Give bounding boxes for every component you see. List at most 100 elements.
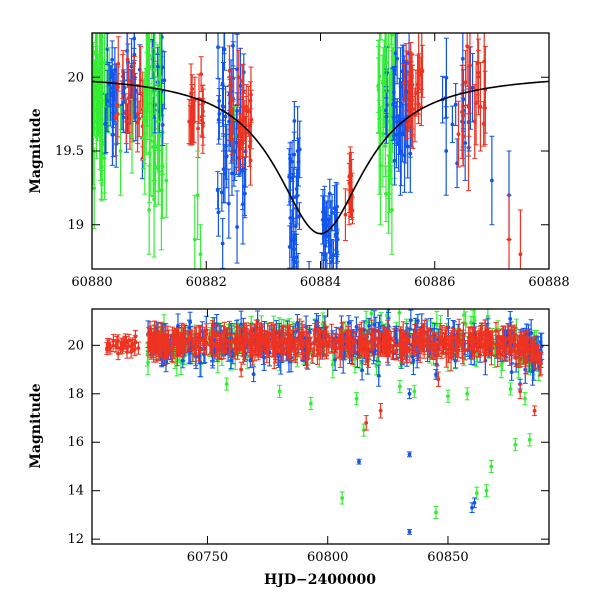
top-blue-point-marker: [235, 67, 240, 72]
top-blue-point-marker: [217, 98, 221, 103]
top-blue-point: [287, 142, 293, 175]
top-blue-point: [112, 47, 118, 93]
top-blue-point-marker: [288, 156, 292, 161]
bottom-red-point: [106, 338, 112, 352]
top-blue-point-marker: [320, 218, 325, 222]
bottom-red-point-marker: [120, 345, 125, 350]
top-green-point-marker: [92, 97, 96, 102]
top-green-point: [389, 165, 395, 255]
top-red-point: [115, 84, 121, 145]
bottom-blue-point: [251, 366, 257, 383]
top-blue-point-marker: [132, 97, 137, 102]
top-blue-point-marker: [235, 225, 239, 229]
top-blue-point-marker: [290, 237, 294, 242]
top-green-point-marker: [102, 60, 107, 65]
bottom-blue-point-marker: [410, 354, 415, 359]
top-green-point: [152, 33, 158, 115]
top-blue-point-marker: [295, 149, 300, 153]
bottom-green-point-marker: [472, 318, 477, 323]
top-red-point-marker: [120, 74, 125, 79]
bottom-green-point-marker: [146, 360, 150, 365]
top-blue-point: [489, 135, 495, 226]
top-y-axis-label: Magnitude: [28, 108, 44, 193]
top-green-point: [198, 224, 204, 269]
top-blue-point: [323, 202, 329, 248]
top-red-point: [416, 33, 422, 115]
bottom-green-point-marker: [369, 311, 374, 316]
top-red-point-marker: [125, 57, 130, 62]
top-blue-point-marker: [108, 91, 113, 95]
top-blue-point-marker: [392, 158, 397, 163]
bottom-blue-point: [410, 349, 416, 364]
bottom-red-point-marker: [107, 342, 112, 347]
top-axes: 60880 60882 60884 60886 60888 19 19.5 20: [55, 33, 570, 290]
top-blue-point-marker: [327, 191, 332, 196]
top-red-point-marker: [113, 115, 118, 120]
top-blue-point-marker: [224, 154, 229, 159]
top-green-point-marker: [383, 144, 388, 149]
top-red-point-marker: [402, 81, 407, 86]
top-x-tick-label: 60886: [414, 275, 455, 290]
top-blue-point: [234, 33, 240, 105]
top-red-point-marker: [419, 67, 424, 72]
top-green-point-marker: [152, 67, 157, 72]
top-blue-point: [319, 252, 325, 269]
top-blue-point-marker: [104, 121, 108, 126]
top-blue-point-marker: [330, 259, 334, 264]
top-red-point-marker: [241, 116, 246, 121]
top-blue-point-marker: [219, 190, 224, 195]
bottom-blue-point-marker: [415, 318, 420, 323]
bottom-red-point-marker: [104, 346, 109, 351]
bottom-red-point-marker: [132, 347, 137, 352]
bottom-plot-area: [104, 309, 545, 535]
top-blue-point-marker: [327, 243, 332, 247]
top-green-point-marker: [380, 81, 385, 85]
top-blue-point-marker: [226, 201, 231, 206]
top-green-point: [377, 106, 383, 226]
top-blue-point-marker: [111, 132, 116, 137]
top-blue-point: [449, 105, 455, 144]
top-blue-point: [220, 62, 226, 152]
top-blue-point-marker: [392, 101, 396, 105]
top-green-point: [102, 33, 108, 108]
top-blue-point: [132, 76, 138, 122]
top-blue-point-marker: [223, 114, 228, 119]
top-green-point-marker: [142, 119, 147, 124]
top-green-point-marker: [152, 13, 156, 17]
top-green-point-marker: [87, 57, 91, 61]
top-green-point-marker: [144, 67, 149, 72]
top-blue-point-marker: [384, 108, 388, 113]
bottom-green-point-marker: [462, 313, 466, 317]
top-panel: 60880 60882 60884 60886 60888 19 19.5 20 Magnit…: [28, 13, 570, 290]
top-green-point: [158, 33, 164, 122]
top-blue-point-marker: [444, 149, 449, 153]
top-red-point: [235, 120, 241, 171]
top-blue-point-marker: [231, 43, 235, 48]
top-blue-point-marker: [230, 171, 234, 176]
top-red-point-marker: [244, 104, 249, 109]
bottom-green-point-marker: [485, 314, 490, 319]
top-red-point: [415, 54, 421, 115]
bottom-red-point-marker: [126, 344, 130, 349]
top-blue-point-marker: [463, 141, 468, 145]
top-green-point: [380, 47, 386, 137]
top-green-point: [383, 165, 389, 223]
top-green-point: [118, 106, 124, 196]
top-blue-point: [106, 62, 112, 108]
top-red-point-marker: [124, 119, 129, 124]
top-blue-point-marker: [232, 149, 237, 153]
top-green-point-marker: [387, 119, 391, 124]
top-green-point-marker: [198, 252, 203, 257]
top-blue-point-marker: [288, 216, 293, 220]
top-red-point-marker: [476, 75, 481, 79]
bottom-blue-point: [509, 363, 515, 381]
top-blue-point: [234, 190, 240, 264]
bottom-red-point: [135, 341, 141, 355]
bottom-blue-point: [415, 313, 421, 328]
top-blue-point: [321, 253, 327, 269]
top-green-point-marker: [148, 139, 153, 143]
top-red-point-marker: [238, 134, 243, 139]
bottom-blue-point-marker: [530, 369, 535, 374]
top-blue-point: [120, 69, 126, 115]
top-blue-point-marker: [241, 202, 245, 207]
